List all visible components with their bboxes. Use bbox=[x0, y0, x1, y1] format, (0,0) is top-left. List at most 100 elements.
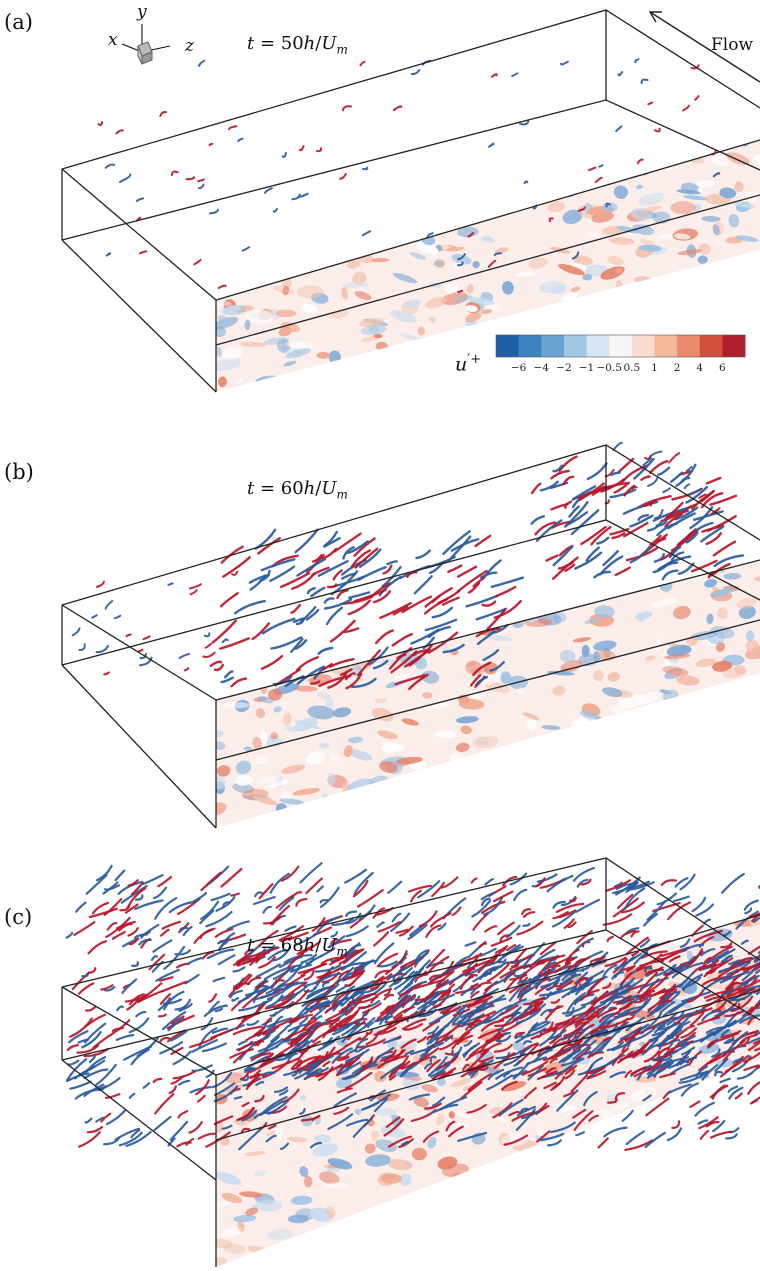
face-patch bbox=[717, 1253, 725, 1260]
face-patch bbox=[731, 314, 756, 328]
face-patch bbox=[286, 823, 295, 832]
vortex-structure bbox=[116, 130, 123, 133]
vortex-structure bbox=[679, 564, 694, 574]
vortex-structure bbox=[648, 901, 665, 919]
face-patch bbox=[631, 146, 651, 156]
face-patch bbox=[582, 1231, 607, 1246]
face-patch bbox=[422, 825, 442, 831]
vortex-structure bbox=[194, 893, 206, 901]
face-patch bbox=[589, 769, 616, 779]
vortex-structure bbox=[231, 894, 239, 896]
vortex-structure bbox=[189, 1122, 201, 1132]
vortex-structure bbox=[376, 631, 393, 643]
face-patch bbox=[573, 174, 588, 187]
face-patch bbox=[504, 1221, 512, 1229]
face-patch bbox=[451, 139, 478, 157]
panel-label-b: (b) bbox=[4, 460, 34, 484]
face-patch bbox=[511, 803, 523, 812]
vortex-structure bbox=[292, 195, 299, 200]
vortex-structure bbox=[247, 1021, 258, 1025]
face-patch bbox=[613, 770, 638, 782]
face-patch bbox=[676, 775, 695, 781]
face-patch bbox=[218, 151, 228, 162]
face-patch bbox=[240, 613, 262, 627]
vortex-structure bbox=[107, 253, 110, 255]
face-patch bbox=[413, 609, 423, 623]
face-patch bbox=[525, 152, 537, 167]
face-patch bbox=[679, 1220, 695, 1228]
vortex-structure bbox=[668, 1128, 681, 1140]
face-patch bbox=[265, 258, 280, 270]
face-patch bbox=[320, 234, 342, 252]
vortex-structure bbox=[623, 1111, 633, 1121]
face-patch bbox=[415, 624, 425, 632]
vortex-structure bbox=[627, 1132, 644, 1145]
vortex-structure bbox=[203, 653, 214, 657]
vortex-structure bbox=[524, 181, 527, 183]
vortex-structure bbox=[486, 879, 494, 885]
vortex-structure bbox=[363, 231, 370, 235]
face-patch bbox=[622, 385, 645, 390]
face-patch bbox=[520, 590, 534, 601]
face-patch bbox=[665, 314, 688, 330]
face-patch bbox=[721, 752, 729, 764]
face-patch bbox=[681, 365, 696, 375]
vortex-structure bbox=[696, 1103, 714, 1116]
vortex-structure bbox=[479, 983, 491, 987]
face-patch bbox=[332, 180, 356, 199]
vortex-structure bbox=[129, 880, 138, 885]
vortex-structure bbox=[130, 1018, 149, 1032]
face-patch bbox=[364, 208, 389, 224]
face-patch bbox=[309, 158, 326, 164]
colorbar-swatch bbox=[722, 335, 745, 357]
face-patch bbox=[685, 1165, 696, 1177]
face-patch bbox=[705, 1157, 716, 1168]
face-patch bbox=[368, 1222, 386, 1231]
vortex-structure bbox=[143, 875, 162, 884]
colorbar-swatch bbox=[609, 335, 632, 357]
vortex-structure bbox=[228, 921, 249, 929]
colorbar-tick-label: −2 bbox=[556, 362, 571, 374]
face-patch bbox=[418, 163, 432, 172]
face-patch bbox=[260, 247, 273, 256]
vortex-structure bbox=[306, 879, 322, 894]
vortex-structure bbox=[514, 890, 526, 900]
face-patch bbox=[731, 365, 742, 377]
vortex-structure bbox=[265, 188, 272, 193]
vortex-structure bbox=[254, 897, 275, 904]
face-patch bbox=[564, 147, 586, 163]
face-patch bbox=[385, 192, 404, 204]
face-patch bbox=[743, 706, 760, 717]
axis-triad-icon bbox=[122, 24, 170, 64]
face-patch bbox=[278, 158, 299, 167]
face-patch bbox=[594, 814, 619, 828]
face-patch bbox=[639, 734, 665, 747]
face-patch bbox=[632, 284, 653, 297]
face-patch bbox=[550, 137, 563, 147]
face-patch bbox=[616, 776, 629, 787]
face-patch bbox=[626, 291, 641, 307]
face-patch bbox=[598, 732, 616, 740]
face-patch bbox=[503, 749, 517, 762]
vortex-structure bbox=[285, 927, 295, 931]
vortex-structure bbox=[361, 1005, 370, 1008]
vortex-structure bbox=[106, 601, 113, 609]
vortex-structure bbox=[458, 291, 462, 292]
vortex-structure bbox=[90, 1057, 95, 1062]
face-patch bbox=[393, 374, 408, 385]
vortex-structure bbox=[547, 556, 558, 561]
face-patch bbox=[584, 583, 611, 597]
face-patch bbox=[587, 591, 596, 599]
vortex-structure bbox=[136, 1012, 145, 1016]
face-patch bbox=[603, 377, 628, 394]
vortex-structure bbox=[412, 70, 420, 74]
face-patch bbox=[620, 1210, 638, 1226]
face-patch bbox=[501, 745, 520, 756]
face-patch bbox=[540, 311, 568, 326]
face-patch bbox=[475, 194, 488, 207]
vortex-structure bbox=[212, 894, 230, 900]
face-patch bbox=[743, 790, 760, 805]
face-patch bbox=[696, 318, 704, 331]
